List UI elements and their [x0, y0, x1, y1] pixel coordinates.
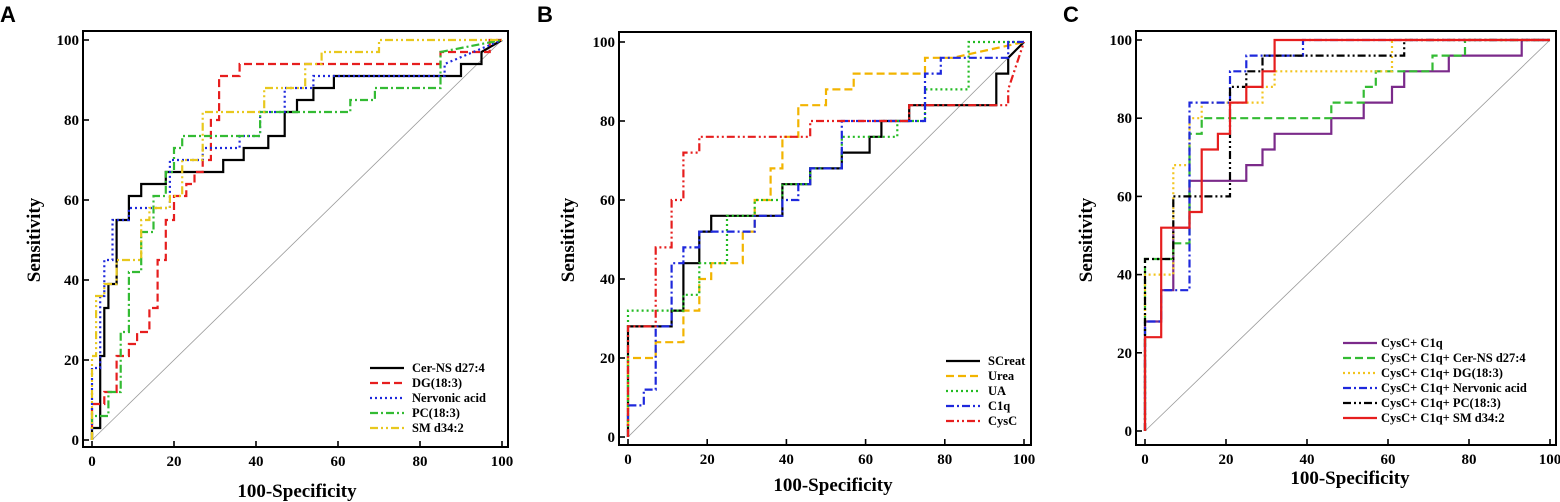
legend-label: CysC+ C1q+ Nervonic acid — [1381, 381, 1527, 395]
y-tick-label: 20 — [1117, 346, 1132, 362]
x-tick-label: 60 — [858, 452, 873, 468]
y-tick-label: 40 — [600, 272, 615, 288]
y-tick-label: 40 — [1117, 268, 1132, 284]
panel-a-reference-diagonal — [91, 39, 503, 441]
legend-label: CysC+ C1q+ DG(18:3) — [1381, 366, 1503, 380]
y-tick-label: 0 — [1125, 424, 1133, 440]
y-tick-label: 100 — [1110, 33, 1133, 49]
y-tick-label: 0 — [72, 433, 80, 449]
y-tick-label: 100 — [593, 35, 616, 51]
roc-curve-2 — [626, 40, 1025, 437]
panel-b-series — [626, 40, 1026, 437]
x-tick-label: 100 — [491, 454, 514, 470]
legend-label: Nervonic acid — [412, 391, 486, 405]
x-tick-label: 80 — [1462, 452, 1477, 468]
legend-label: SCreat — [988, 354, 1026, 368]
panel-a-plot-frame — [82, 30, 509, 448]
roc-curve-1 — [90, 39, 503, 440]
panel-c-x-axis-title: 100-Specificity — [1290, 468, 1410, 489]
y-tick-label: 60 — [64, 193, 79, 209]
x-tick-label: 40 — [249, 454, 264, 470]
roc-curve-1 — [1143, 38, 1550, 431]
panel-c-series — [1143, 38, 1550, 431]
legend-label: CysC — [988, 414, 1017, 428]
y-tick-label: 80 — [64, 113, 79, 129]
roc-curve-2 — [1143, 38, 1550, 431]
panel-b-ticks: 0 20 40 60 80 100 0 20 40 60 80 100 — [593, 35, 1036, 468]
x-tick-label: 100 — [1539, 452, 1560, 468]
panel-c-label: C — [1063, 2, 1079, 27]
panel-c-ticks: 0 20 40 60 80 100 0 20 40 60 80 100 — [1110, 33, 1560, 468]
x-tick-label: 80 — [413, 454, 428, 470]
panel-b-y-axis-title: Sensitivity — [558, 197, 579, 282]
legend-label: CysC+ C1q+ SM d34:2 — [1381, 411, 1505, 425]
panel-b-reference-diagonal — [627, 41, 1025, 438]
legend-label: Cer-NS d27:4 — [412, 361, 486, 375]
y-tick-label: 80 — [600, 114, 615, 130]
x-tick-label: 0 — [624, 452, 632, 468]
roc-curve-4 — [1143, 38, 1550, 431]
y-tick-label: 80 — [1117, 111, 1132, 127]
legend-label: UA — [988, 384, 1006, 398]
legend-label: CysC+ C1q+ PC(18:3) — [1381, 396, 1501, 410]
y-tick-label: 20 — [600, 351, 615, 367]
roc-curve-4 — [90, 38, 503, 440]
legend-label: Urea — [988, 369, 1015, 383]
x-tick-label: 0 — [88, 454, 96, 470]
x-tick-label: 40 — [779, 452, 794, 468]
x-tick-label: 20 — [167, 454, 182, 470]
panel-a: A 0 20 40 60 80 100 0 20 40 60 80 100 100-Specifici… — [0, 2, 513, 502]
panel-b-label: B — [537, 2, 553, 27]
panel-a-x-axis-title: 100-Specificity — [237, 481, 357, 502]
x-tick-label: 0 — [1141, 452, 1149, 468]
y-tick-label: 0 — [608, 430, 616, 446]
y-tick-label: 40 — [64, 273, 79, 289]
panel-a-legend: Cer-NS d27:4DG(18:3)Nervonic acidPC(18:3… — [370, 361, 486, 435]
x-tick-label: 40 — [1300, 452, 1315, 468]
panel-b: B 0 20 40 60 80 100 0 20 40 60 80 100 100-Specifici… — [537, 2, 1035, 496]
panel-b-x-axis-title: 100-Specificity — [773, 475, 893, 496]
roc-curve-5 — [626, 41, 1026, 437]
x-tick-label: 100 — [1013, 452, 1036, 468]
legend-label: DG(18:3) — [412, 376, 462, 390]
y-tick-label: 100 — [57, 33, 80, 49]
panel-c-plot-frame — [1135, 30, 1557, 446]
panel-c: C 0 20 40 60 80 100 0 20 40 60 80 100 100-Specifici… — [1063, 2, 1560, 489]
panel-a-label: A — [0, 2, 16, 27]
x-tick-label: 60 — [331, 454, 346, 470]
panel-a-series — [90, 38, 503, 440]
panel-a-y-axis-title: Sensitivity — [24, 197, 45, 282]
y-tick-label: 60 — [600, 193, 615, 209]
x-tick-label: 80 — [937, 452, 952, 468]
panel-c-y-axis-title: Sensitivity — [1076, 197, 1097, 282]
x-tick-label: 60 — [1381, 452, 1396, 468]
panel-a-ticks: 0 20 40 60 80 100 0 20 40 60 80 100 — [57, 33, 514, 470]
legend-label: CysC+ C1q+ Cer-NS d27:4 — [1381, 351, 1526, 365]
panel-c-reference-diagonal — [1144, 39, 1551, 432]
legend-label: PC(18:3) — [412, 406, 460, 420]
roc-curve-4 — [626, 40, 1024, 437]
x-tick-label: 20 — [700, 452, 715, 468]
y-tick-label: 20 — [64, 353, 79, 369]
x-tick-label: 20 — [1219, 452, 1234, 468]
y-tick-label: 60 — [1117, 189, 1132, 205]
panel-b-plot-frame — [618, 31, 1032, 446]
legend-label: C1q — [988, 399, 1010, 413]
roc-curve-6 — [1143, 38, 1550, 431]
legend-label: SM d34:2 — [412, 421, 464, 435]
legend-label: CysC+ C1q — [1381, 336, 1443, 350]
